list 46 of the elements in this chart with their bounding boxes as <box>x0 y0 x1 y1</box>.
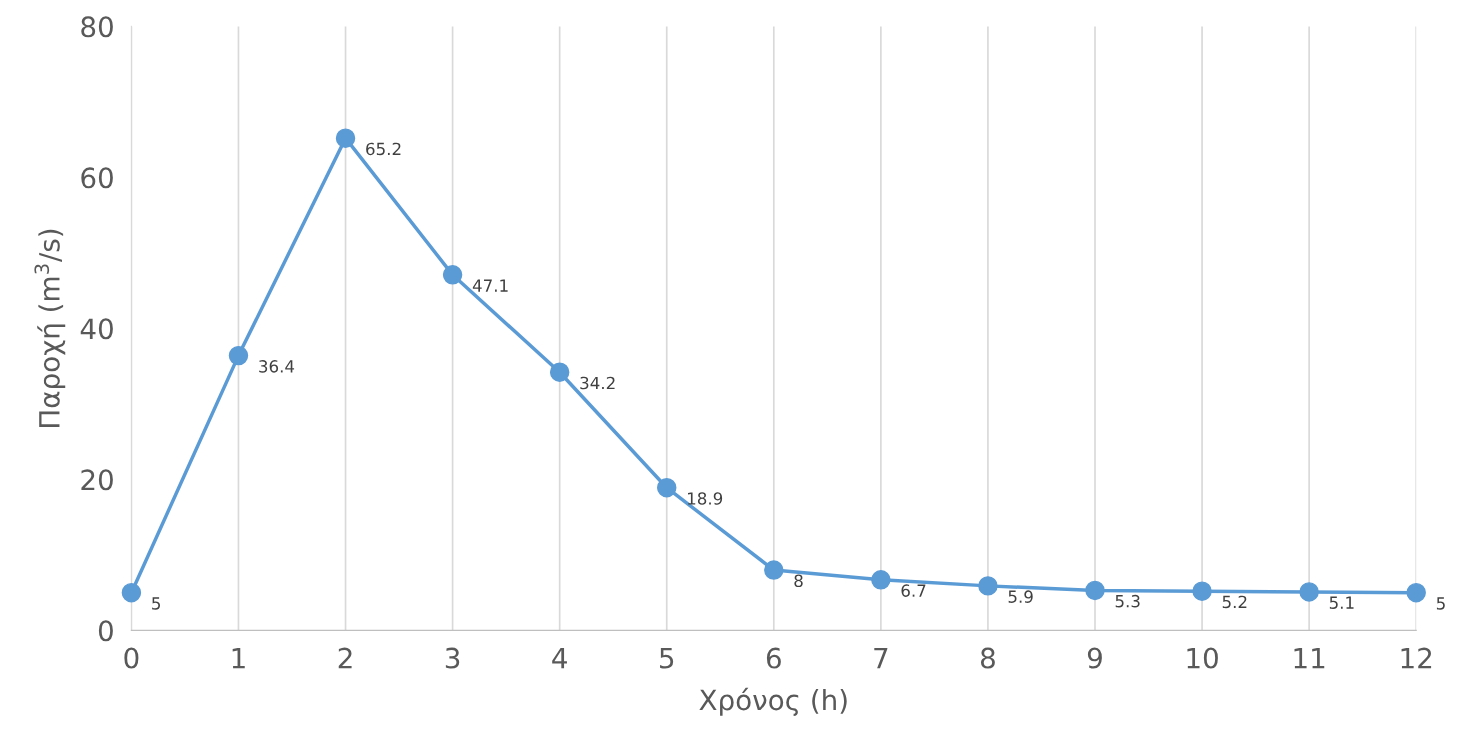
data-label: 5.9 <box>1008 590 1033 603</box>
x-tick-label: 0 <box>124 647 139 669</box>
data-label: 5.2 <box>1222 595 1247 609</box>
y-axis-title: Παροχή (m$^{3}$/s) <box>34 229 66 427</box>
data-label: 34.2 <box>580 376 615 390</box>
point <box>1192 581 1212 601</box>
data-label: 5 <box>152 597 160 610</box>
y-tick-label: 80 <box>81 16 113 38</box>
data-label: 5.1 <box>1329 596 1354 609</box>
data-label: 18.9 <box>688 492 723 505</box>
x-tick-label: 11 <box>1294 647 1325 669</box>
point <box>335 128 356 148</box>
point <box>1406 582 1426 603</box>
y-tick-label: 0 <box>98 620 113 642</box>
y-tick-label: 60 <box>81 167 113 189</box>
x-tick-label: 10 <box>1187 647 1218 669</box>
point <box>764 560 784 580</box>
point <box>1085 580 1105 601</box>
data-label: 5.3 <box>1115 594 1140 608</box>
data-label: 8 <box>794 574 803 588</box>
x-tick-label: 5 <box>660 647 674 669</box>
data-label: 47.1 <box>472 279 508 292</box>
point <box>228 345 249 366</box>
x-tick-label: 9 <box>1087 647 1102 669</box>
x-tick-label: 1 <box>232 647 245 669</box>
point <box>442 265 463 285</box>
y-tick-label: 40 <box>80 318 113 340</box>
point <box>978 576 998 596</box>
x-tick-label: 12 <box>1401 647 1432 669</box>
data-label: 6.7 <box>901 584 926 597</box>
point <box>657 478 677 498</box>
data-label: 36.4 <box>259 360 295 373</box>
point <box>871 570 891 590</box>
data-label: 5 <box>1436 597 1445 610</box>
point <box>121 582 142 603</box>
x-tick-label: 7 <box>874 647 888 669</box>
point <box>549 362 570 382</box>
point <box>1299 582 1319 602</box>
x-tick-label: 6 <box>766 647 781 669</box>
x-axis-title: Χρόνος (h) <box>699 687 847 716</box>
x-tick-label: 3 <box>445 647 460 669</box>
x-tick-label: 8 <box>980 647 995 669</box>
x-tick-label: 4 <box>552 647 567 669</box>
y-tick-label: 20 <box>81 469 113 491</box>
x-tick-label: 2 <box>338 647 352 669</box>
data-label: 65.2 <box>366 142 401 156</box>
